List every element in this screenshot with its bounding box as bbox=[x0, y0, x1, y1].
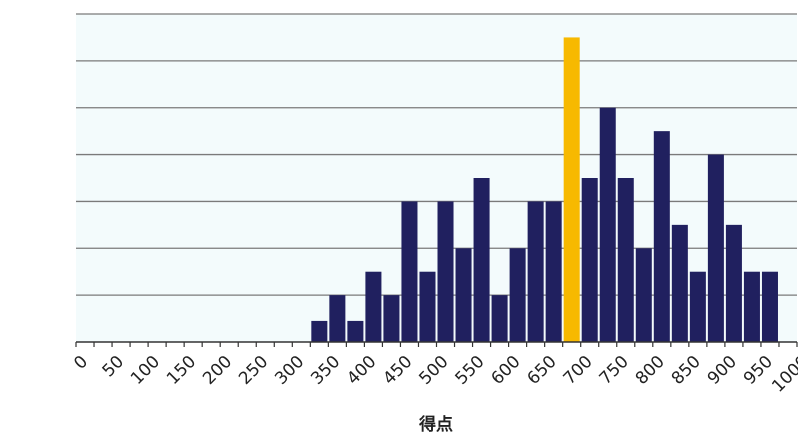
x-tick-label: 1000 bbox=[768, 352, 798, 397]
x-tick-label: 300 bbox=[271, 352, 308, 389]
x-tick-label: 700 bbox=[560, 352, 597, 389]
x-tick-label: 150 bbox=[163, 352, 200, 389]
bar bbox=[401, 201, 418, 342]
bar bbox=[689, 271, 706, 342]
x-tick-label: 750 bbox=[596, 352, 633, 389]
x-tick-label: 650 bbox=[524, 352, 561, 389]
bar bbox=[761, 271, 778, 342]
x-tick-label: 0 bbox=[70, 352, 92, 374]
x-tick-label: 550 bbox=[451, 352, 488, 389]
x-tick-label: 900 bbox=[704, 352, 741, 389]
x-tick-label: 400 bbox=[343, 352, 380, 389]
x-tick-label: 800 bbox=[632, 352, 669, 389]
bar bbox=[311, 320, 328, 342]
x-tick-label: 100 bbox=[127, 352, 164, 389]
bar bbox=[491, 295, 508, 342]
bar bbox=[473, 178, 490, 342]
bar bbox=[671, 224, 688, 342]
gridlines bbox=[76, 13, 797, 296]
bar bbox=[743, 271, 760, 342]
bar bbox=[707, 154, 724, 342]
x-tick-label: 50 bbox=[99, 352, 128, 381]
bar bbox=[347, 320, 364, 342]
x-axis-title: 得点 bbox=[418, 414, 453, 435]
bar bbox=[635, 248, 652, 342]
bar bbox=[509, 248, 526, 342]
bar bbox=[527, 201, 544, 342]
x-axis bbox=[75, 341, 798, 347]
x-tick-label: 450 bbox=[379, 352, 416, 389]
x-tick-label: 350 bbox=[307, 352, 344, 389]
bar bbox=[329, 295, 346, 342]
bar bbox=[581, 178, 598, 342]
bar bbox=[599, 107, 616, 342]
bar bbox=[419, 271, 436, 342]
bar bbox=[365, 271, 382, 342]
x-tick-label: 850 bbox=[668, 352, 705, 389]
bar bbox=[653, 131, 670, 342]
x-tick-label: 250 bbox=[235, 352, 272, 389]
x-tick-label: 200 bbox=[199, 352, 236, 389]
bars bbox=[311, 37, 778, 343]
bar bbox=[725, 224, 742, 342]
x-tick-label: 600 bbox=[488, 352, 525, 389]
bar bbox=[383, 295, 400, 342]
plot-background bbox=[76, 14, 797, 342]
bar bbox=[455, 248, 472, 342]
bar bbox=[545, 201, 562, 342]
x-tick-label: 500 bbox=[415, 352, 452, 389]
bar bbox=[617, 178, 634, 342]
bar bbox=[437, 201, 454, 342]
bar-highlighted bbox=[563, 37, 580, 343]
x-tick-labels: 0 501001502002503003504004505005506006507… bbox=[70, 352, 798, 397]
